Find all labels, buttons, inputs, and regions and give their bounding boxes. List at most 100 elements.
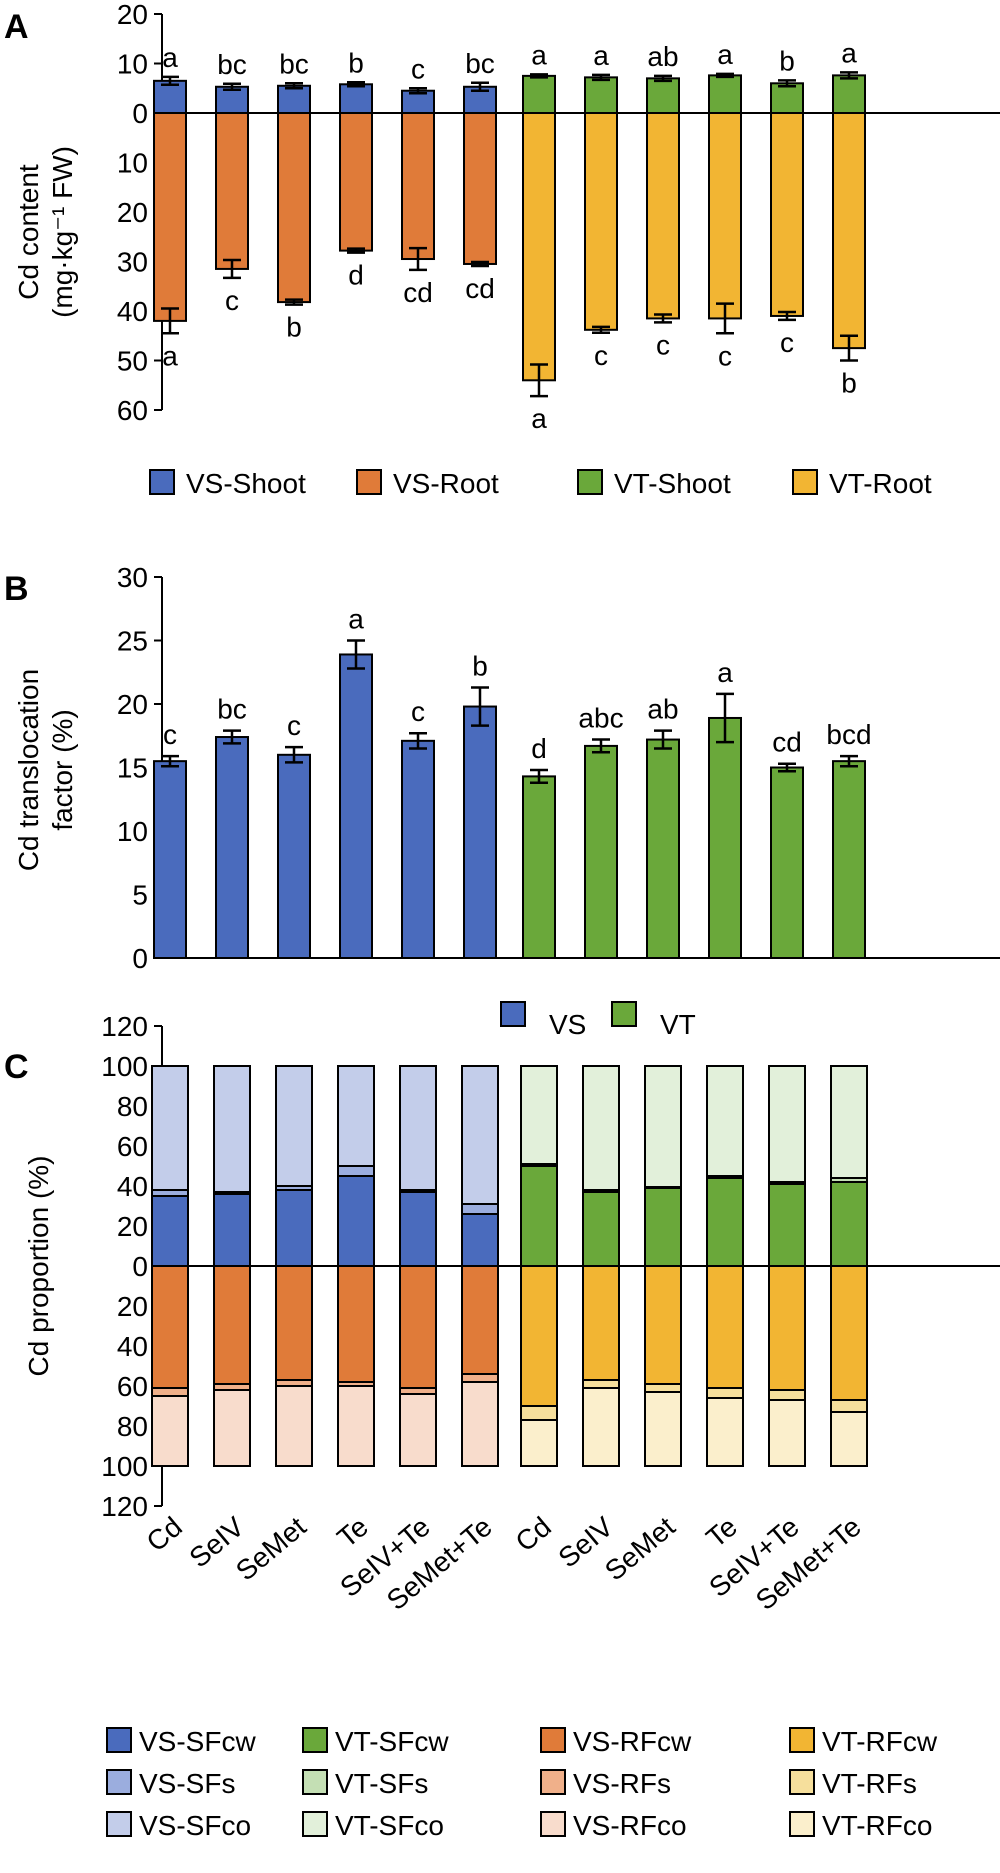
root-bar <box>339 112 373 252</box>
legend-label: VS-Root <box>393 468 499 499</box>
stack-vt-rfco <box>582 1387 620 1467</box>
panel-label-c: C <box>4 1048 29 1086</box>
legend-label: VT <box>660 1009 696 1040</box>
shoot-bar <box>832 74 866 114</box>
legend-label: VT-SFs <box>335 1768 428 1799</box>
bar-vs <box>463 705 497 959</box>
shoot-bar <box>522 74 556 114</box>
stack-vs-sfcw <box>461 1213 499 1267</box>
stack-vt-sfcw <box>644 1187 682 1267</box>
stack-vs-sfcw <box>337 1175 375 1267</box>
legend-label: VT-Root <box>829 468 932 499</box>
legend-label: VS-SFs <box>139 1768 235 1799</box>
stack-vt-rfco <box>644 1391 682 1467</box>
shoot-bar <box>339 83 373 114</box>
stack-vt-rfcw <box>520 1265 558 1407</box>
stack-vt-rfco <box>706 1397 744 1467</box>
stack-vt-rfco <box>520 1419 558 1467</box>
shoot-sig-letter: a <box>841 37 857 68</box>
root-sig-letter: c <box>718 340 732 371</box>
x-tick-label: SeMet <box>599 1511 681 1587</box>
y-tick-label: 120 <box>101 1011 148 1042</box>
stack-vt-rfcw <box>582 1265 620 1381</box>
legend-label: VT-RFs <box>822 1768 917 1799</box>
stack-vs-sfcw <box>213 1193 251 1267</box>
legend-swatch <box>792 469 818 495</box>
stack-vs-rfcw <box>275 1265 313 1381</box>
stack-vt-sfcw <box>706 1177 744 1267</box>
stack-vt-sfco <box>582 1065 620 1191</box>
legend-swatch <box>106 1727 132 1753</box>
bar-vs <box>153 760 187 960</box>
stack-vt-rfco <box>830 1411 868 1467</box>
y-tick-label: 25 <box>117 626 148 657</box>
sig-letter: abc <box>578 703 623 734</box>
stack-vs-sfs <box>337 1165 375 1177</box>
stack-vs-rfco <box>213 1389 251 1467</box>
legend-swatch <box>302 1727 328 1753</box>
shoot-sig-letter: a <box>717 39 733 70</box>
shoot-sig-letter: b <box>348 47 364 78</box>
stack-vs-sfco <box>337 1065 375 1167</box>
stack-vs-rfcw <box>399 1265 437 1389</box>
y-axis-label: Cd translocation <box>13 669 44 871</box>
shoot-bar <box>584 76 618 114</box>
stack-vs-sfcw <box>275 1189 313 1267</box>
legend-swatch <box>302 1769 328 1795</box>
y-tick-label: 40 <box>117 1171 148 1202</box>
stack-vs-rfco <box>461 1381 499 1467</box>
bar-vs <box>401 739 435 960</box>
root-bar <box>584 112 618 331</box>
panel-label-b: B <box>4 570 29 608</box>
legend-swatch <box>540 1769 566 1795</box>
legend-swatch <box>302 1811 328 1837</box>
y-tick-label: 20 <box>117 689 148 720</box>
panel-b-chart: B 0 5 10 15 20 25 30 Cd translocation factor (%) c… <box>4 562 1000 1040</box>
x-tick-label: SeMet <box>230 1511 312 1587</box>
bar-vt <box>584 744 618 959</box>
y-axis-label: Cd content <box>13 164 44 300</box>
y-tick-label: 80 <box>117 1411 148 1442</box>
stack-vt-rfcw <box>768 1265 806 1391</box>
x-tick-label: Te <box>700 1511 743 1554</box>
legend-swatch <box>500 1001 526 1027</box>
root-sig-letter: a <box>531 403 547 434</box>
panel-a-chart: A 20 10 0 10 20 30 40 50 60 Cd content (mg·kg⁻¹ FW)… <box>4 0 1000 499</box>
shoot-bar <box>708 74 742 114</box>
shoot-sig-letter: c <box>411 53 425 84</box>
sig-letter: c <box>411 696 425 727</box>
stack-vt-rfcw <box>830 1265 868 1401</box>
y-tick-label: 5 <box>132 880 148 911</box>
shoot-sig-letter: bc <box>217 49 247 80</box>
x-tick-label: Cd <box>510 1511 557 1558</box>
legend-swatch <box>540 1811 566 1837</box>
sig-letter: cd <box>772 727 802 758</box>
stack-vt-rfcw <box>706 1265 744 1389</box>
y-tick-label: 20 <box>117 0 148 30</box>
root-sig-letter: b <box>841 368 857 399</box>
sig-letter: bcd <box>826 719 871 750</box>
legend-swatch <box>149 469 175 495</box>
stack-vs-sfs <box>461 1203 499 1215</box>
sig-letter: b <box>472 650 488 681</box>
shoot-sig-letter: bc <box>279 48 309 79</box>
root-bar <box>770 112 804 317</box>
stack-vs-rfcw <box>337 1265 375 1383</box>
stack-vt-sfcw <box>582 1191 620 1267</box>
stack-vs-rfcw <box>213 1265 251 1385</box>
sig-letter: bc <box>217 694 247 725</box>
legend-label: VT-SFco <box>335 1810 444 1841</box>
y-tick-label: 60 <box>117 1131 148 1162</box>
shoot-sig-letter: a <box>162 42 178 73</box>
shoot-sig-letter: a <box>531 39 547 70</box>
stack-vs-rfs <box>461 1373 499 1383</box>
y-tick-label: 40 <box>117 296 148 327</box>
shoot-bar <box>277 84 311 115</box>
stack-vt-sfco <box>706 1065 744 1177</box>
y-axis-label: (mg·kg⁻¹ FW) <box>47 146 78 318</box>
root-bar <box>215 112 249 270</box>
stack-vt-sfco <box>768 1065 806 1183</box>
y-tick-label: 120 <box>101 1491 148 1522</box>
root-sig-letter: c <box>656 329 670 360</box>
